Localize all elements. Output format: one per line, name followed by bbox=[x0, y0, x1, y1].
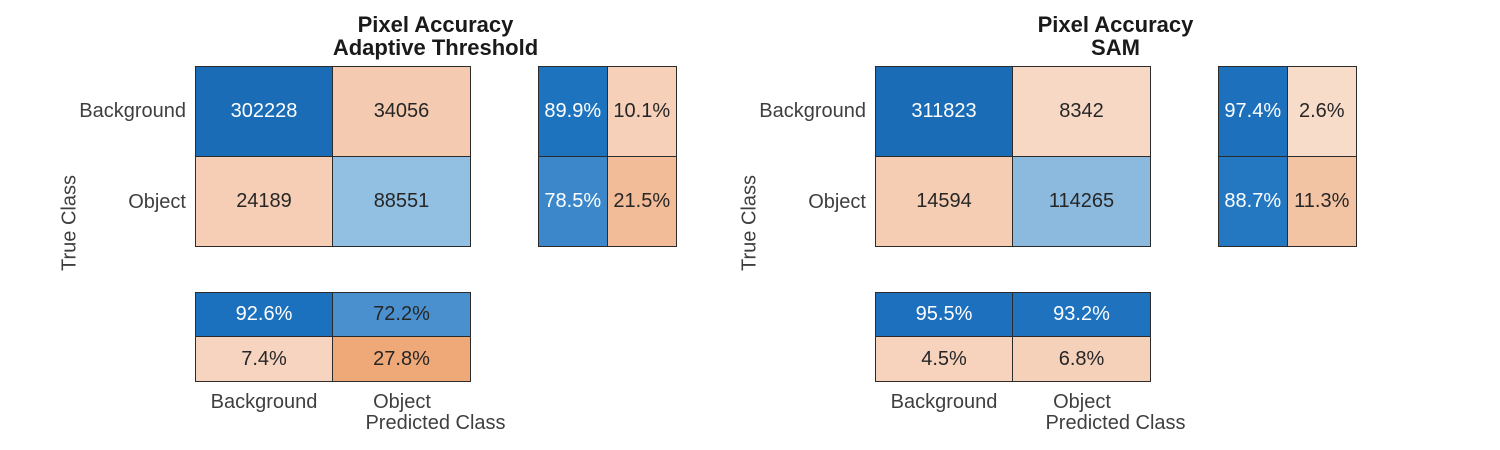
column-summary-cell: 6.8% bbox=[1013, 337, 1150, 381]
y-axis-label: True Class bbox=[58, 175, 81, 271]
row-summary-cell: 10.1% bbox=[607, 67, 676, 157]
row-summary-grid: 97.4% 2.6% 88.7% 11.3% bbox=[1218, 66, 1357, 247]
row-summary-cell: 88.7% bbox=[1219, 156, 1288, 246]
column-summary-cell: 72.2% bbox=[333, 293, 470, 337]
column-summary-cell: 7.4% bbox=[196, 337, 333, 381]
row-summary-cell: 78.5% bbox=[539, 156, 608, 246]
x-axis-label: Predicted Class bbox=[1045, 412, 1186, 434]
chart-title-line1: Pixel Accuracy bbox=[1037, 12, 1194, 37]
confusion-cell: 8342 bbox=[1013, 67, 1150, 157]
column-summary-cell: 27.8% bbox=[333, 337, 470, 381]
column-summary-grid: 92.6% 72.2% 7.4% 27.8% bbox=[195, 292, 471, 382]
y-tick-background: Background bbox=[79, 100, 186, 122]
confusion-matrix-grid: 311823 8342 14594 114265 bbox=[875, 66, 1151, 247]
y-tick-object: Object bbox=[128, 191, 186, 213]
confusion-matrix-grid: 302228 34056 24189 88551 bbox=[195, 66, 471, 247]
chart-sam: Pixel Accuracy SAM Background Object Tru… bbox=[680, 0, 1430, 450]
row-summary-grid: 89.9% 10.1% 78.5% 21.5% bbox=[538, 66, 677, 247]
confusion-cell: 14594 bbox=[876, 156, 1013, 246]
x-tick-object: Object bbox=[373, 391, 431, 413]
row-summary-cell: 2.6% bbox=[1287, 67, 1356, 157]
confusion-cell: 88551 bbox=[333, 156, 470, 246]
column-summary-grid: 95.5% 93.2% 4.5% 6.8% bbox=[875, 292, 1151, 382]
y-axis-label: True Class bbox=[738, 175, 761, 271]
row-summary-cell: 89.9% bbox=[539, 67, 608, 157]
chart-adaptive-threshold: Pixel Accuracy Adaptive Threshold Backgr… bbox=[58, 13, 677, 434]
confusion-cell: 24189 bbox=[196, 156, 333, 246]
column-summary-cell: 92.6% bbox=[196, 293, 333, 337]
y-tick-background: Background bbox=[759, 100, 866, 122]
column-summary-cell: 4.5% bbox=[876, 337, 1013, 381]
x-tick-background: Background bbox=[890, 391, 998, 413]
row-summary-cell: 21.5% bbox=[607, 156, 676, 246]
row-summary-cell: 11.3% bbox=[1287, 156, 1356, 246]
chart-title-line1: Pixel Accuracy bbox=[357, 12, 514, 37]
chart-title-line2: Adaptive Threshold bbox=[332, 35, 539, 60]
confusion-cell: 114265 bbox=[1013, 156, 1150, 246]
chart-title-line2: SAM bbox=[1091, 35, 1140, 60]
chart-title: Pixel Accuracy Adaptive Threshold bbox=[195, 13, 676, 59]
confusion-cell: 311823 bbox=[876, 67, 1013, 157]
x-axis-label: Predicted Class bbox=[365, 412, 506, 434]
confusion-cell: 302228 bbox=[196, 67, 333, 157]
y-tick-object: Object bbox=[808, 191, 866, 213]
chart-title: Pixel Accuracy SAM bbox=[875, 13, 1356, 59]
confusion-cell: 34056 bbox=[333, 67, 470, 157]
x-tick-background: Background bbox=[210, 391, 318, 413]
x-tick-object: Object bbox=[1053, 391, 1111, 413]
column-summary-cell: 95.5% bbox=[876, 293, 1013, 337]
row-summary-cell: 97.4% bbox=[1219, 67, 1288, 157]
column-summary-cell: 93.2% bbox=[1013, 293, 1150, 337]
